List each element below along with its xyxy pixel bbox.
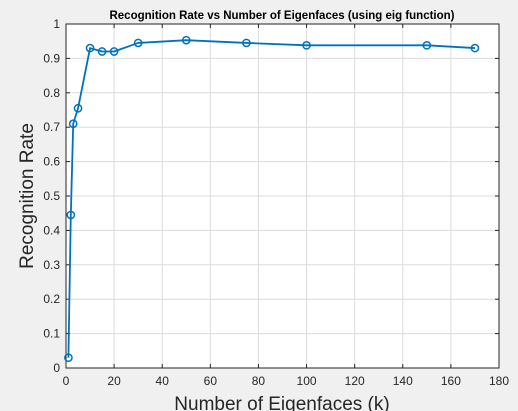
- series: [64, 35, 480, 363]
- data-point: [73, 103, 83, 113]
- x-tick-labels: 0 20 40 60 80 100 120 140 160 180: [63, 374, 510, 388]
- y-tick-label: 0.6: [43, 155, 60, 169]
- x-tick-label: 60: [204, 374, 218, 388]
- y-tick-labels: 0 0.1 0.2 0.3 0.4 0.5 0.6 0.7 0.8 0.9 1: [43, 17, 60, 375]
- x-tick-label: 100: [297, 374, 317, 388]
- x-tick-label: 180: [489, 374, 509, 388]
- data-point: [109, 47, 119, 56]
- data-point: [85, 43, 95, 53]
- y-tick-label: 0.1: [43, 327, 60, 341]
- data-point: [242, 38, 251, 48]
- data-point: [97, 47, 107, 56]
- data-point: [302, 40, 311, 50]
- y-axis-label: Recognition Rate: [17, 123, 38, 269]
- data-point: [64, 353, 73, 363]
- data-point: [422, 40, 432, 50]
- y-tick-label: 0.4: [43, 223, 60, 237]
- x-tick-label: 140: [393, 374, 413, 388]
- data-point: [68, 119, 78, 129]
- data-point: [133, 38, 143, 48]
- y-tick-label: 0.7: [43, 120, 60, 134]
- series-line: [67, 39, 475, 358]
- y-tick-label: 0.8: [43, 86, 60, 100]
- y-tick-label: 0: [53, 361, 60, 375]
- y-tick-label: 0.9: [43, 51, 60, 65]
- y-tick-label: 1: [53, 17, 60, 31]
- x-tick-label: 20: [107, 374, 121, 388]
- data-point: [66, 210, 76, 220]
- x-tick-label: 0: [63, 374, 70, 388]
- data-point: [181, 35, 191, 45]
- x-tick-label: 160: [441, 374, 461, 388]
- y-tick-label: 0.5: [43, 189, 60, 203]
- x-tick-label: 120: [345, 374, 365, 388]
- x-tick-label: 80: [252, 374, 266, 388]
- y-tick-label: 0.3: [43, 258, 60, 272]
- axes-box: [65, 23, 500, 369]
- x-axis-label: Number of Eigenfaces (k): [174, 394, 389, 411]
- y-tick-label: 0.2: [43, 292, 60, 306]
- data-point: [470, 43, 480, 53]
- chart-title: Recognition Rate vs Number of Eigenfaces…: [109, 10, 454, 22]
- x-tick-label: 40: [156, 374, 170, 388]
